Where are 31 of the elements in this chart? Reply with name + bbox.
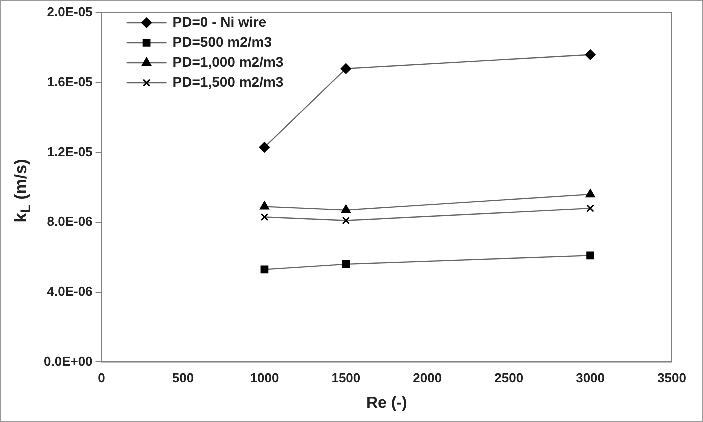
point [259,142,270,153]
x-tick-label: 500 [172,370,194,386]
legend-label: PD=0 - Ni wire [172,14,267,30]
point [260,266,269,274]
x-tick-label: 2500 [494,370,524,386]
x-tick-label: 2000 [413,370,442,386]
point [586,252,594,260]
point [585,50,596,60]
x-tick-label: 1000 [250,370,280,386]
point [260,202,270,210]
x-tick-label: 3500 [658,370,686,386]
y-tick-label: 8.0E-06 [47,214,93,230]
point [342,205,351,214]
point [342,216,350,225]
x-axis-title: Re (-) [366,394,408,412]
legend-label: PD=500 m2/m3 [172,34,272,50]
x-tick-label: 0 [98,370,106,386]
y-tick-label: 1.2E-05 [47,144,93,160]
x-tick-label: 1500 [332,370,361,386]
point [342,260,350,268]
point [340,64,352,74]
legend-label: PD=1,000 m2/m3 [172,54,284,70]
x-tick-label: 3000 [576,370,606,386]
point [260,213,269,222]
y-tick-label: 0.0E+00 [44,354,93,369]
y-tick-label: 4.0E-06 [47,284,93,299]
legend-label: PD=1,500 m2/m3 [172,74,284,90]
point [586,204,594,212]
point [586,189,596,198]
y-tick-label: 1.6E-05 [47,74,93,90]
y-tick-label: 2.0E-05 [47,4,93,20]
